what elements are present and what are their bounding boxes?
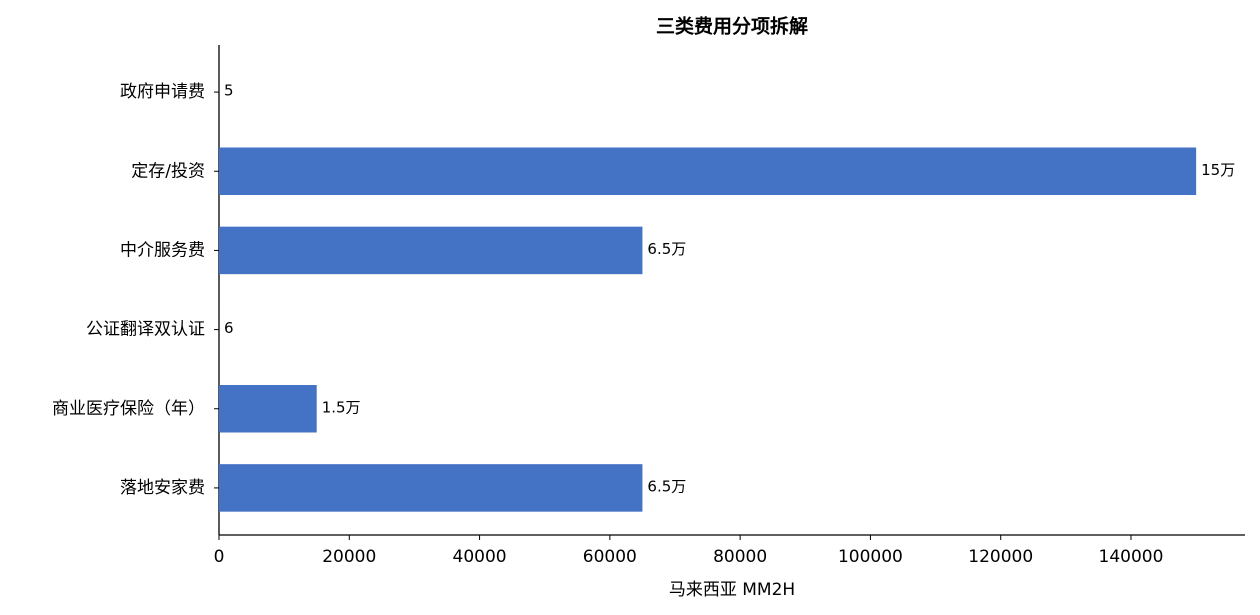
value-label: 1.5万 — [322, 398, 361, 416]
value-label: 5 — [224, 82, 234, 100]
bar — [219, 226, 643, 275]
y-tick-label: 落地安家费 — [120, 478, 205, 498]
value-label: 6.5万 — [647, 477, 686, 495]
bar — [219, 385, 317, 433]
value-label: 15万 — [1201, 161, 1235, 179]
value-label: 6.5万 — [647, 240, 686, 258]
x-tick-label: 0 — [214, 547, 225, 567]
x-tick-label: 60000 — [583, 547, 637, 567]
chart-title: 三类费用分项拆解 — [656, 15, 808, 38]
x-tick-label: 80000 — [713, 547, 767, 567]
value-label: 6 — [224, 319, 234, 337]
y-tick-label: 中介服务费 — [120, 240, 205, 260]
x-tick-label: 120000 — [968, 547, 1033, 567]
x-axis-label: 马来西亚 MM2H — [669, 580, 795, 600]
x-tick-label: 140000 — [1099, 547, 1164, 567]
y-tick-label: 公证翻译双认证 — [86, 320, 205, 340]
x-tick-label: 40000 — [453, 547, 507, 567]
x-tick-label: 20000 — [322, 547, 376, 567]
bar — [219, 464, 643, 512]
y-tick-label: 定存/投资 — [131, 161, 205, 181]
y-tick-label: 商业医疗保险（年） — [52, 399, 205, 419]
x-tick-label: 100000 — [838, 547, 903, 567]
y-tick-label: 政府申请费 — [120, 82, 205, 102]
bar — [219, 147, 1197, 195]
